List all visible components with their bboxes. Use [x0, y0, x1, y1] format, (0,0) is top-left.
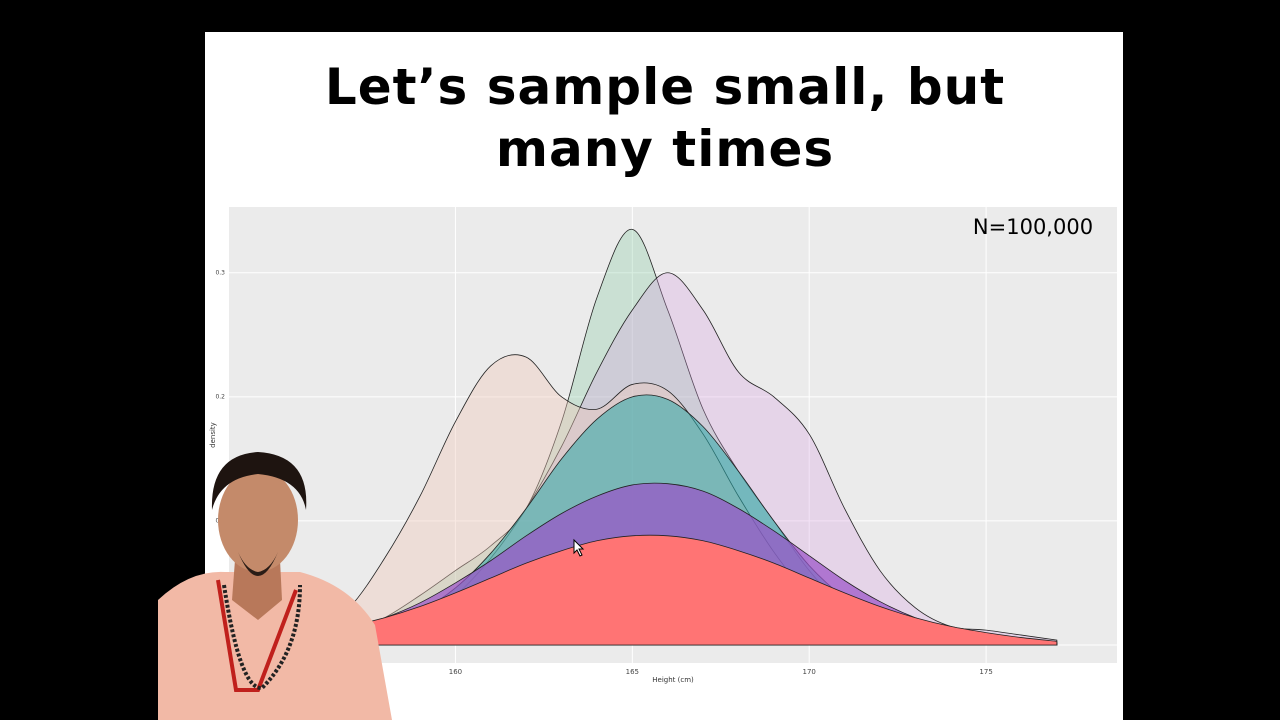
x-tick-label: 160: [449, 668, 462, 676]
presenter: [158, 452, 392, 720]
y-axis-label: density: [209, 422, 217, 448]
x-tick-label: 175: [979, 668, 992, 676]
y-tick-label: 0.2: [215, 393, 225, 400]
marks: [242, 228, 1058, 646]
x-axis-label: Height (cm): [652, 676, 694, 684]
density-curve: [242, 534, 1058, 646]
y-tick-label: 0.3: [215, 269, 225, 276]
x-tick-label: 170: [803, 668, 816, 676]
x-tick-label: 165: [626, 668, 639, 676]
annotation: N=100,000: [973, 215, 1093, 239]
mouse-cursor: [573, 538, 585, 557]
slide-title: Let’s sample small, but many times: [324, 58, 1006, 178]
